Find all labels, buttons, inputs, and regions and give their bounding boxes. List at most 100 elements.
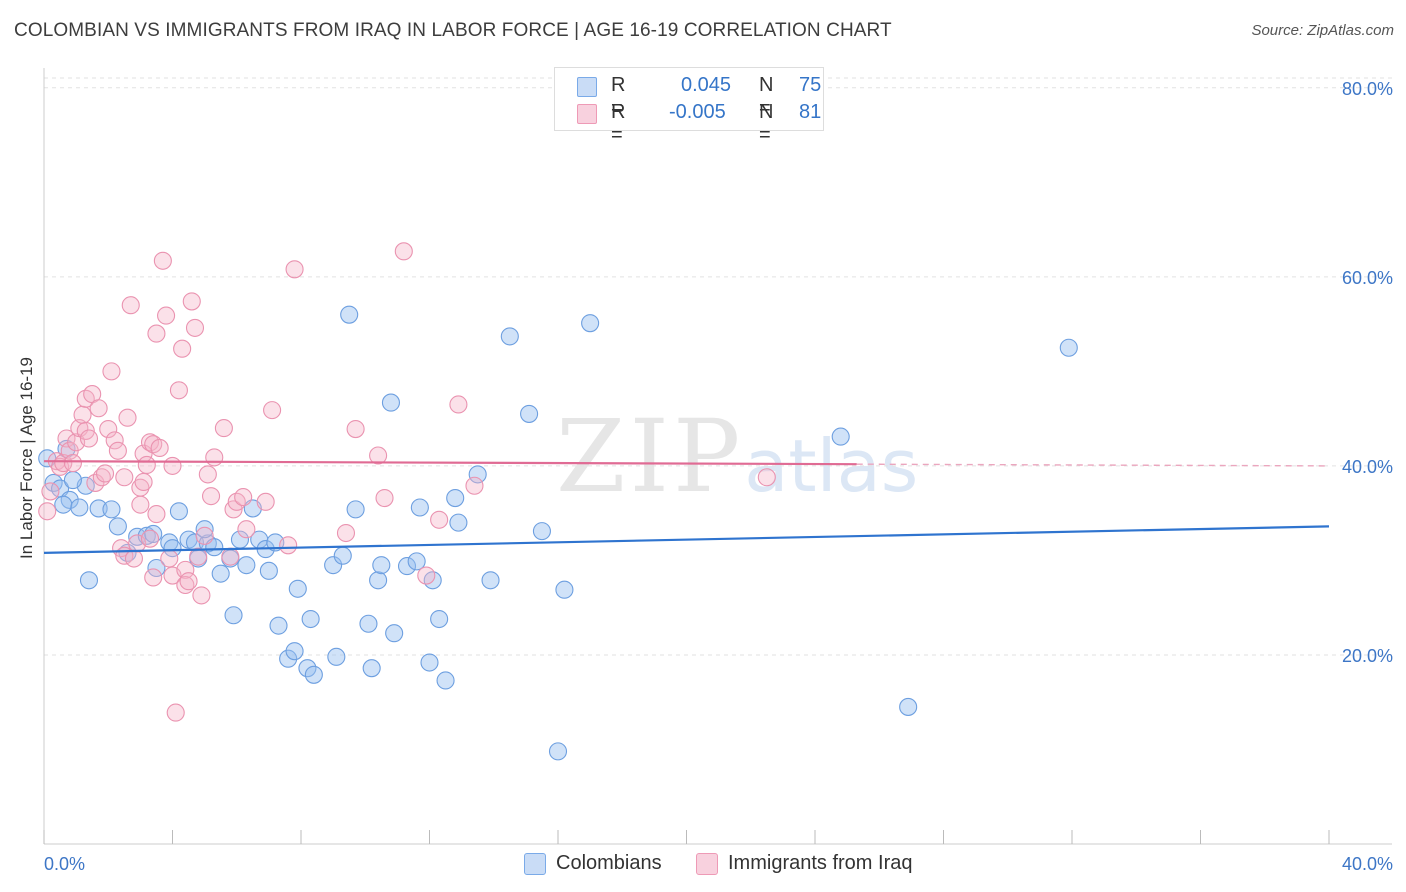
point-iraq bbox=[150, 438, 169, 457]
x-tick-label: 0.0% bbox=[44, 854, 85, 874]
trendline-iraq-extrapolated bbox=[856, 463, 1330, 467]
point-iraq bbox=[166, 703, 185, 722]
point-iraq bbox=[336, 523, 356, 543]
point-colombians bbox=[288, 579, 307, 598]
point-iraq bbox=[118, 408, 137, 427]
point-colombians bbox=[63, 471, 82, 490]
point-colombians bbox=[468, 465, 487, 484]
point-iraq bbox=[147, 505, 166, 524]
point-colombians bbox=[169, 502, 188, 521]
point-iraq bbox=[140, 529, 160, 548]
point-colombians bbox=[279, 649, 298, 668]
point-iraq bbox=[214, 419, 233, 438]
point-colombians bbox=[581, 314, 600, 333]
point-iraq bbox=[195, 526, 214, 545]
point-colombians bbox=[195, 520, 214, 539]
point-iraq bbox=[38, 502, 57, 521]
point-iraq bbox=[205, 448, 224, 467]
point-colombians bbox=[397, 557, 417, 576]
point-iraq bbox=[375, 488, 394, 508]
legend-n-value: 81 bbox=[799, 101, 822, 123]
point-colombians bbox=[346, 500, 365, 519]
legend-r-value: -0.005 bbox=[669, 101, 726, 123]
point-colombians bbox=[211, 564, 230, 583]
point-iraq bbox=[134, 472, 153, 492]
point-iraq bbox=[757, 468, 776, 487]
point-colombians bbox=[407, 552, 426, 571]
y-tick-label: 40.0% bbox=[1342, 457, 1393, 477]
point-iraq bbox=[369, 446, 388, 465]
point-colombians bbox=[163, 539, 182, 558]
point-iraq bbox=[202, 487, 221, 506]
point-colombians bbox=[102, 500, 121, 519]
point-iraq bbox=[147, 324, 166, 343]
point-iraq bbox=[234, 488, 253, 507]
point-colombians bbox=[79, 571, 99, 590]
point-colombians bbox=[327, 647, 346, 666]
point-colombians bbox=[430, 609, 449, 629]
point-iraq bbox=[124, 549, 143, 568]
point-iraq bbox=[89, 399, 108, 418]
point-iraq bbox=[105, 431, 124, 450]
point-iraq bbox=[182, 292, 201, 311]
point-iraq bbox=[237, 520, 256, 539]
source-credit: Source: ZipAtlas.com bbox=[1251, 22, 1394, 39]
stats-legend: R = 0.045 N = 75 R = -0.005 N = 81 bbox=[554, 67, 824, 146]
y-tick-label: 60.0% bbox=[1342, 268, 1393, 288]
point-colombians bbox=[285, 642, 304, 661]
chart-title: COLOMBIAN VS IMMIGRANTS FROM IRAQ IN LAB… bbox=[14, 20, 892, 41]
point-iraq bbox=[279, 536, 298, 555]
point-iraq bbox=[108, 441, 127, 460]
point-colombians bbox=[500, 327, 519, 346]
point-iraq bbox=[73, 405, 92, 424]
point-colombians bbox=[70, 498, 89, 517]
point-colombians bbox=[333, 546, 352, 565]
zipatlas-watermark: ZIPatlas bbox=[556, 398, 918, 515]
point-iraq bbox=[173, 339, 192, 358]
point-iraq bbox=[176, 560, 195, 579]
point-colombians bbox=[410, 498, 429, 517]
bottom-legend-swatch-iraq bbox=[696, 853, 718, 875]
point-colombians bbox=[831, 427, 850, 446]
trendline-colombians bbox=[43, 525, 1330, 554]
point-iraq bbox=[417, 566, 436, 585]
point-colombians bbox=[259, 561, 278, 580]
point-iraq bbox=[131, 495, 150, 514]
point-iraq bbox=[137, 455, 156, 475]
point-colombians bbox=[446, 488, 465, 508]
point-iraq bbox=[63, 454, 82, 473]
watermark-zip: ZIP bbox=[556, 398, 745, 515]
point-colombians bbox=[304, 665, 323, 684]
x-tick-label: 40.0% bbox=[1342, 854, 1393, 874]
point-iraq bbox=[285, 260, 304, 279]
point-iraq bbox=[115, 468, 134, 487]
point-colombians bbox=[298, 659, 317, 678]
point-colombians bbox=[359, 614, 378, 633]
legend-swatch-colombians bbox=[577, 77, 597, 97]
point-iraq bbox=[41, 482, 60, 501]
y-tick-label: 80.0% bbox=[1342, 79, 1393, 99]
legend-n-label: N = bbox=[759, 74, 774, 119]
point-colombians bbox=[420, 653, 439, 672]
point-iraq bbox=[198, 465, 217, 484]
point-colombians bbox=[269, 616, 288, 635]
legend-swatch-iraq bbox=[577, 104, 597, 124]
point-iraq bbox=[99, 419, 118, 439]
point-iraq bbox=[185, 318, 205, 337]
point-colombians bbox=[340, 305, 359, 324]
point-iraq bbox=[256, 492, 275, 511]
point-iraq bbox=[121, 296, 140, 315]
legend-r-label: R = bbox=[611, 74, 626, 119]
point-iraq bbox=[102, 362, 121, 381]
point-colombians bbox=[89, 499, 108, 518]
point-colombians bbox=[385, 624, 404, 643]
point-iraq bbox=[163, 456, 182, 475]
point-colombians bbox=[555, 580, 574, 599]
y-axis-label: In Labor Force | Age 16-19 bbox=[17, 357, 36, 559]
point-iraq bbox=[144, 568, 163, 587]
point-colombians bbox=[481, 571, 500, 590]
point-colombians bbox=[372, 556, 391, 575]
point-iraq bbox=[140, 433, 160, 452]
point-colombians bbox=[520, 404, 539, 423]
